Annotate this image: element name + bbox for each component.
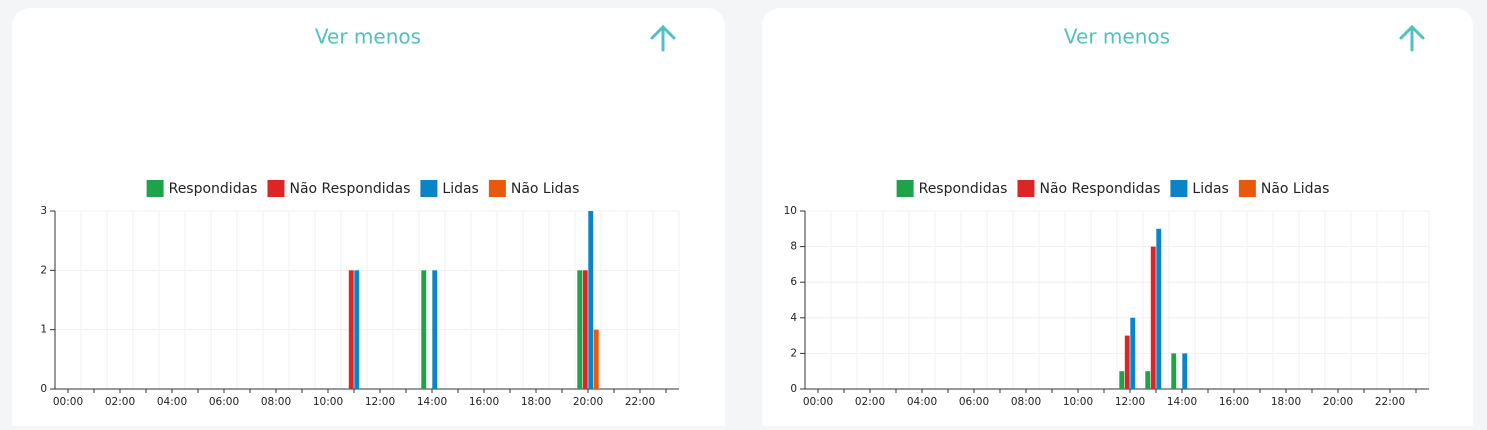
legend-label: Não Respondidas	[289, 181, 410, 197]
legend-label: Não Lidas	[511, 181, 580, 197]
x-tick-label: 08:00	[261, 396, 291, 408]
y-tick-label: 0	[790, 383, 797, 395]
bar	[582, 270, 588, 389]
y-tick-label: 2	[790, 347, 797, 359]
x-tick-label: 10:00	[313, 396, 343, 408]
toggle-button[interactable]: Ver menos	[315, 25, 421, 49]
x-tick-label: 12:00	[1115, 396, 1145, 408]
y-tick-label: 0	[40, 383, 47, 395]
legend-swatch	[1017, 180, 1035, 197]
legend-swatch	[420, 180, 438, 197]
legend-swatch	[488, 180, 506, 197]
y-tick-label: 4	[790, 312, 797, 324]
x-tick-label: 02:00	[855, 396, 885, 408]
bar	[588, 211, 594, 389]
legend-label: Lidas	[442, 181, 478, 197]
bar	[432, 270, 438, 389]
y-tick-label: 6	[790, 276, 797, 288]
bar	[1182, 353, 1188, 389]
x-tick-label: 04:00	[157, 396, 187, 408]
y-tick-label: 8	[790, 241, 797, 253]
x-tick-label: 22:00	[1375, 396, 1405, 408]
legend-label: Respondidas	[919, 181, 1008, 197]
x-tick-label: 16:00	[469, 396, 499, 408]
x-tick-label: 16:00	[1219, 396, 1249, 408]
legend-label: Não Respondidas	[1039, 181, 1160, 197]
bar	[354, 270, 360, 389]
x-tick-label: 04:00	[907, 396, 937, 408]
legend-label: Respondidas	[169, 181, 258, 197]
x-tick-label: 02:00	[105, 396, 135, 408]
x-tick-label: 22:00	[625, 396, 655, 408]
x-tick-label: 12:00	[365, 396, 395, 408]
y-tick-label: 1	[40, 324, 47, 336]
bar	[1124, 335, 1130, 389]
y-tick-label: 10	[784, 205, 797, 217]
bar	[593, 329, 599, 389]
x-tick-label: 18:00	[1271, 396, 1301, 408]
x-tick-label: 10:00	[1063, 396, 1093, 408]
collapse-icon[interactable]	[650, 24, 676, 52]
x-tick-label: 14:00	[417, 396, 447, 408]
bar	[421, 270, 427, 389]
toggle-button[interactable]: Ver menos	[1064, 25, 1170, 49]
legend-label: Lidas	[1192, 181, 1228, 197]
legend-swatch	[1170, 180, 1188, 197]
x-tick-label: 00:00	[803, 396, 833, 408]
x-tick-label: 08:00	[1011, 396, 1041, 408]
y-tick-label: 3	[40, 205, 47, 217]
bar	[1119, 371, 1125, 389]
x-tick-label: 14:00	[1167, 396, 1197, 408]
bar	[1171, 353, 1177, 389]
card	[12, 8, 725, 430]
bar	[1150, 246, 1156, 389]
legend-swatch	[146, 180, 164, 197]
legend-swatch	[896, 180, 914, 197]
x-tick-label: 20:00	[1323, 396, 1353, 408]
collapse-icon[interactable]	[1399, 24, 1425, 52]
x-tick-label: 20:00	[573, 396, 603, 408]
x-tick-label: 00:00	[53, 396, 83, 408]
bar	[1145, 371, 1151, 389]
x-tick-label: 06:00	[209, 396, 239, 408]
x-tick-label: 06:00	[959, 396, 989, 408]
bar	[1130, 317, 1136, 389]
bar	[1156, 228, 1162, 389]
bar	[348, 270, 354, 389]
legend-label: Não Lidas	[1261, 181, 1330, 197]
legend-swatch	[1238, 180, 1256, 197]
bar	[577, 270, 583, 389]
y-tick-label: 2	[40, 264, 47, 276]
x-tick-label: 18:00	[521, 396, 551, 408]
legend-swatch	[267, 180, 285, 197]
